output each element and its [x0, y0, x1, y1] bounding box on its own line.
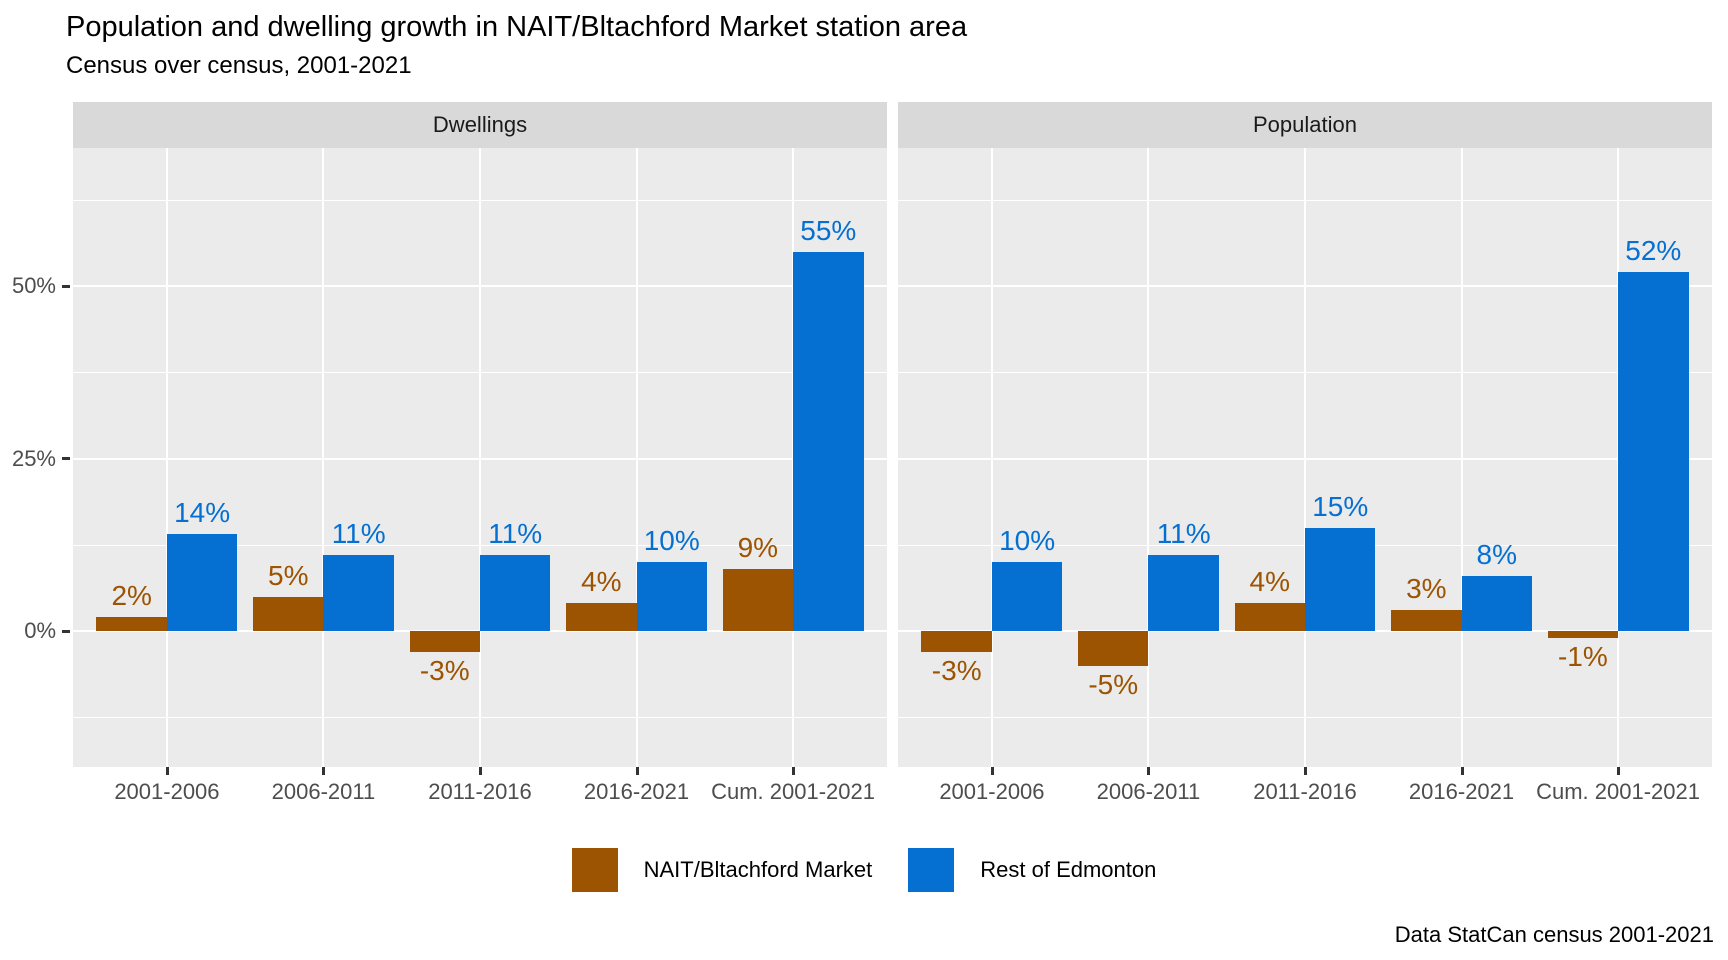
x-axis-tick — [1460, 767, 1464, 775]
x-axis-population: 2001-2006 2006-2011 2011-2016 2016-2021 Cum.… — [898, 767, 1712, 817]
bar-rest-2006-2011 — [323, 555, 394, 632]
gridline-major-v — [1304, 148, 1306, 767]
chart-subtitle: Census over census, 2001-2021 — [66, 52, 412, 79]
bar-nait-2016-2021 — [566, 603, 637, 632]
bar-rest-Cum. 2001-2021 — [1618, 272, 1689, 632]
x-axis-label: Cum. 2001-2021 — [1536, 779, 1700, 804]
gridline-major-v — [635, 148, 638, 767]
x-axis-tick — [322, 767, 326, 775]
legend-label-nait: NAIT/Bltachford Market — [643, 857, 873, 882]
bar-nait-2001-2006 — [921, 631, 992, 652]
y-axis: 0% 25% 50% — [0, 148, 72, 767]
bar-rest-Cum. 2001-2021 — [793, 251, 864, 632]
bar-value-label: 5% — [268, 559, 309, 591]
facet-dwellings: Dwellings 2% 5% -3% 4% 9% 14% 11% 11% 10% 55% 200… — [73, 102, 887, 817]
gridline-major-v — [479, 148, 481, 767]
gridline-major-v — [322, 148, 325, 767]
x-axis-tick — [1304, 767, 1307, 775]
x-axis-label: 2016-2021 — [583, 779, 690, 804]
bar-value-label: 52% — [1625, 235, 1682, 267]
y-axis-label: 0% — [24, 618, 56, 644]
x-axis-tick — [479, 767, 482, 775]
x-axis-dwellings: 2001-2006 2006-2011 2011-2016 2016-2021 Cum.… — [73, 767, 887, 817]
facet-population: Population -3% -5% 4% 3% -1% 10% 11% 15% 8% 52% 2… — [898, 102, 1712, 817]
facet-strip-population: Population — [898, 102, 1712, 148]
bar-rest-2006-2011 — [1148, 555, 1219, 632]
x-axis-label: 2011-2016 — [428, 779, 532, 804]
bar-nait-2016-2021 — [1391, 610, 1462, 632]
x-axis-tick — [792, 767, 796, 775]
bar-value-label: 10% — [999, 525, 1056, 557]
bar-value-label: 9% — [737, 531, 779, 563]
x-axis-label: 2016-2021 — [1408, 779, 1515, 804]
bar-nait-2011-2016 — [1234, 603, 1305, 632]
bar-nait-Cum. 2001-2021 — [722, 568, 794, 632]
chart-title: Population and dwelling growth in NAIT/B… — [66, 11, 968, 43]
y-axis-tick — [62, 284, 70, 288]
y-axis-label: 50% — [11, 273, 56, 298]
bar-value-label: -3% — [419, 654, 470, 686]
y-axis-label: 25% — [11, 445, 56, 471]
legend-swatch-nait — [571, 848, 618, 892]
bar-value-label: 8% — [1476, 538, 1517, 570]
bar-nait-2006-2011 — [253, 596, 324, 632]
bar-rest-2011-2016 — [480, 555, 551, 632]
bar-value-label: 15% — [1312, 490, 1369, 522]
x-axis-tick — [1617, 767, 1621, 775]
x-axis-tick — [635, 767, 639, 775]
x-axis-label: 2006-2011 — [1096, 779, 1201, 804]
x-axis-tick — [165, 767, 169, 775]
bar-rest-2001-2006 — [166, 534, 238, 632]
bar-value-label: 14% — [174, 497, 231, 529]
bar-value-label: 4% — [581, 566, 622, 598]
bar-value-label: -1% — [1557, 640, 1608, 672]
x-axis-tick — [1147, 767, 1151, 775]
legend-item-nait: NAIT/Bltachford Market — [571, 848, 873, 892]
bar-value-label: -5% — [1088, 668, 1139, 700]
x-axis-tick — [990, 767, 994, 775]
facet-strip-dwellings: Dwellings — [73, 102, 887, 148]
bar-value-label: 55% — [800, 214, 857, 246]
bar-value-label: 11% — [1156, 518, 1211, 550]
bar-value-label: 10% — [643, 525, 700, 557]
plot-panel-population: -3% -5% 4% 3% -1% 10% 11% 15% 8% 52% — [898, 148, 1712, 767]
legend-label-rest: Rest of Edmonton — [980, 857, 1157, 882]
gridline-major-v — [1460, 148, 1463, 767]
y-axis-tick — [62, 457, 70, 461]
bar-rest-2001-2006 — [991, 562, 1063, 632]
bar-value-label: 2% — [111, 580, 152, 612]
bar-rest-2011-2016 — [1305, 527, 1376, 632]
bar-nait-2006-2011 — [1078, 631, 1149, 666]
bar-value-label: 3% — [1406, 573, 1447, 605]
x-axis-label: 2001-2006 — [939, 779, 1045, 804]
data-source-caption: Data StatCan census 2001-2021 — [1394, 922, 1714, 947]
x-axis-label: 2011-2016 — [1253, 779, 1357, 804]
bar-value-label: 11% — [331, 518, 386, 550]
bar-rest-2016-2021 — [636, 562, 707, 632]
gridline-major-v — [165, 148, 168, 767]
gridline-major-v — [1147, 148, 1150, 767]
legend-swatch-rest — [908, 848, 955, 892]
y-axis-tick — [62, 629, 70, 633]
bar-value-label: -3% — [931, 654, 982, 686]
gridline-major-v — [990, 148, 993, 767]
x-axis-label: 2001-2006 — [114, 779, 220, 804]
legend: NAIT/Bltachford Market Rest of Edmonton — [0, 846, 1728, 894]
legend-item-rest: Rest of Edmonton — [908, 848, 1156, 892]
x-axis-label: 2006-2011 — [271, 779, 376, 804]
bar-nait-2001-2006 — [96, 617, 167, 632]
plot-panel-dwellings: 2% 5% -3% 4% 9% 14% 11% 11% 10% 55% — [73, 148, 887, 767]
bar-value-label: 4% — [1249, 566, 1290, 598]
bar-nait-2011-2016 — [409, 631, 480, 652]
bar-rest-2016-2021 — [1461, 575, 1532, 632]
x-axis-label: Cum. 2001-2021 — [711, 779, 875, 804]
bar-nait-Cum. 2001-2021 — [1547, 631, 1619, 638]
bar-value-label: 11% — [488, 518, 543, 550]
